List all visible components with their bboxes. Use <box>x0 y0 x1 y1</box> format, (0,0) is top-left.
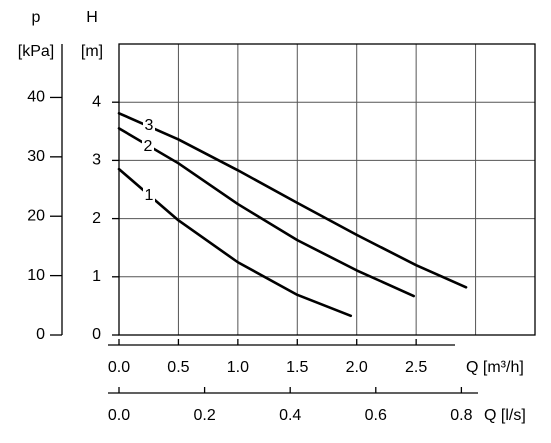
x-tick-label: 1.5 <box>286 359 308 376</box>
y-tick-label: 3 <box>92 152 101 169</box>
y-tick-label: 2 <box>92 210 101 227</box>
p-tick-label: 0 <box>36 326 45 343</box>
h-axis-label: H <box>86 9 98 26</box>
pump-curve <box>117 111 468 289</box>
x-tick-label: 1.0 <box>227 359 249 376</box>
x-tick-label: 0.5 <box>167 359 189 376</box>
p-axis-label: p <box>32 9 41 26</box>
q2-axis-label: Q [l/s] <box>484 407 526 424</box>
curve-label: 2 <box>144 138 153 155</box>
x-tick-label: 2.0 <box>346 359 368 376</box>
plot-frame <box>118 43 536 336</box>
x2-tick-label: 0.2 <box>193 407 215 424</box>
x-tick-label: 0.0 <box>108 359 130 376</box>
curve-label: 3 <box>145 117 154 134</box>
x2-tick-label: 0.0 <box>108 407 130 424</box>
p-tick-label: 20 <box>27 207 45 224</box>
curve-label-bg <box>143 117 155 135</box>
y-tick-label: 4 <box>92 93 101 110</box>
p-axis-unit: [kPa] <box>18 43 54 60</box>
p-tick-label: 30 <box>27 148 45 165</box>
curve-label: 1 <box>145 187 154 204</box>
pump-curve <box>117 167 353 318</box>
x2-tick-label: 0.8 <box>450 407 472 424</box>
curve-label-bg <box>142 138 154 156</box>
x-tick-label: 2.5 <box>405 359 427 376</box>
pump-curve <box>117 127 416 298</box>
x2-tick-label: 0.4 <box>279 407 301 424</box>
x2-tick-label: 0.6 <box>365 407 387 424</box>
p-tick-label: 40 <box>27 89 45 106</box>
p-tick-label: 10 <box>27 267 45 284</box>
h-axis-unit: [m] <box>81 43 103 60</box>
y-tick-label: 0 <box>92 326 101 343</box>
q-axis-label: Q [m³/h] <box>466 359 524 376</box>
y-tick-label: 1 <box>92 268 101 285</box>
curve-label-bg <box>143 187 155 205</box>
